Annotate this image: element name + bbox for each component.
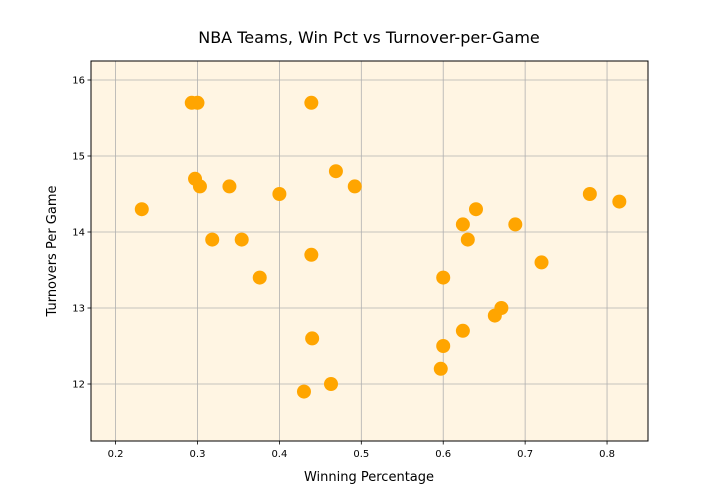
data-points [134,95,627,399]
y-tick-label: 12 [72,380,85,391]
data-point [494,301,509,315]
data-point [296,384,311,399]
data-point [324,377,339,391]
data-point [328,164,343,179]
grid-lines [91,61,648,441]
y-tick-label: 14 [72,228,85,239]
data-point [205,232,220,247]
x-tick-label: 0.6 [435,449,451,460]
data-point [222,179,237,194]
data-point [455,217,470,232]
x-tick-label: 0.5 [353,449,369,460]
axis-ticks: 0.2 0.3 0.4 0.5 0.6 0.7 0.8 12 13 14 15 16 [72,76,615,461]
data-point [272,187,287,201]
x-tick-label: 0.4 [271,449,287,460]
y-tick-label: 15 [72,152,85,163]
data-point [252,270,267,285]
data-point [234,232,249,247]
x-tick-label: 0.8 [599,449,615,460]
data-point [436,270,451,285]
y-tick-label: 13 [72,304,85,315]
data-point [305,331,320,346]
data-point [534,255,549,270]
x-tick-label: 0.3 [190,449,206,460]
data-point [468,202,483,217]
data-point [612,194,627,209]
data-point [455,323,470,338]
data-point [347,179,362,194]
y-axis-label: Turnovers Per Game [45,185,60,317]
data-point [433,361,448,376]
plot-area [91,61,648,441]
data-point [134,202,149,217]
data-point [304,95,319,110]
chart-title: NBA Teams, Win Pct vs Turnover-per-Game [198,28,540,47]
y-tick-label: 16 [72,76,85,87]
data-point [190,95,205,110]
x-axis-label: Winning Percentage [304,470,434,485]
plot-frame [90,60,649,442]
data-point [508,217,523,232]
x-tick-label: 0.2 [108,449,124,460]
data-point [436,339,451,353]
x-tick-label: 0.7 [517,449,533,460]
data-point [582,187,597,201]
data-point [304,247,319,262]
data-point [192,179,207,194]
data-point [460,232,475,247]
